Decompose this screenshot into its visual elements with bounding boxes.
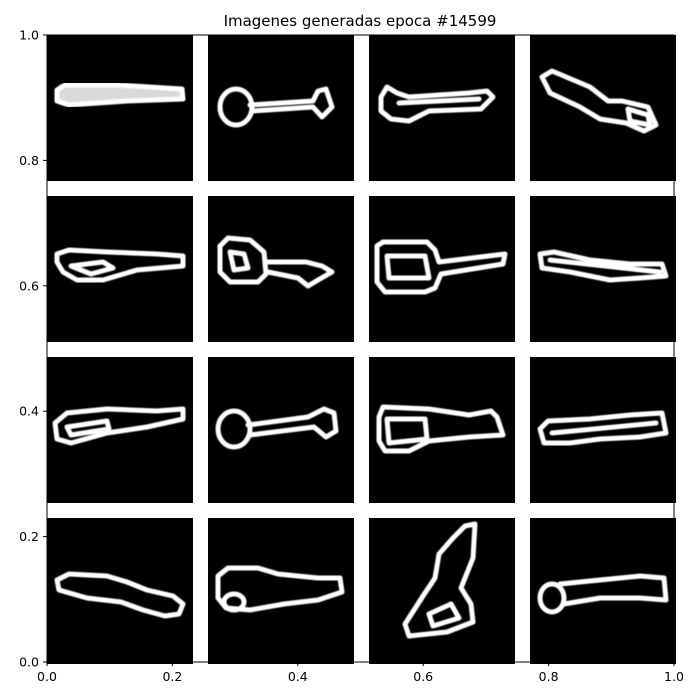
tile-background [208, 518, 354, 664]
x-axis: 0.0 0.2 0.4 0.6 0.8 1.0 [37, 662, 684, 684]
generated-shape [537, 410, 669, 446]
image-tile [530, 518, 676, 664]
tile-background [369, 518, 515, 664]
tile-background [530, 518, 676, 664]
generated-shape [217, 86, 335, 128]
generated-shape [378, 84, 496, 124]
generated-shape [374, 239, 508, 295]
generated-shape [539, 68, 659, 134]
x-tick-label: 0.2 [162, 669, 182, 684]
generated-shape [54, 247, 186, 283]
generated-shape [537, 573, 669, 615]
plot-frame [46, 34, 675, 663]
image-tile [47, 518, 193, 664]
image-tile [47, 357, 193, 503]
image-tile [530, 357, 676, 503]
y-tick-label: 0.2 [19, 529, 39, 544]
y-tick-label: 0.4 [19, 404, 39, 419]
y-tick-label: 0.6 [19, 278, 39, 293]
generated-shape [215, 406, 339, 450]
generated-shape [537, 249, 669, 283]
generated-shape [217, 235, 335, 289]
y-axis: 0.0 0.2 0.4 0.6 0.8 1.0 [19, 28, 47, 670]
generated-shape [402, 521, 478, 639]
image-tile [47, 35, 193, 181]
tile-background [369, 196, 515, 342]
chart-title: Imagenes generadas epoca #14599 [224, 12, 497, 30]
x-tick-label: 0.0 [37, 669, 57, 684]
tile-background [208, 196, 354, 342]
image-tile [208, 518, 354, 664]
x-tick-label: 0.4 [288, 669, 308, 684]
generated-shape [376, 404, 506, 454]
x-tick-label: 0.8 [539, 669, 559, 684]
generated-shape [54, 571, 186, 619]
tile-background [369, 357, 515, 503]
image-tile [208, 357, 354, 503]
image-tile [369, 196, 515, 342]
x-tick-label: 1.0 [664, 669, 684, 684]
generated-shape [215, 565, 345, 613]
image-tile [530, 35, 676, 181]
tile-background [530, 35, 676, 181]
generated-shape [54, 82, 186, 108]
image-tile [369, 518, 515, 664]
image-tile [369, 357, 515, 503]
image-tile [530, 196, 676, 342]
image-tile [47, 196, 193, 342]
y-tick-label: 0.0 [19, 655, 39, 670]
image-tile [208, 196, 354, 342]
y-tick-label: 1.0 [19, 28, 39, 43]
image-tile [369, 35, 515, 181]
tile-background [47, 35, 193, 181]
image-tile [208, 35, 354, 181]
x-tick-label: 0.6 [413, 669, 433, 684]
image-tiles [47, 35, 676, 664]
y-tick-label: 0.8 [19, 153, 39, 168]
generated-shape [52, 406, 186, 446]
